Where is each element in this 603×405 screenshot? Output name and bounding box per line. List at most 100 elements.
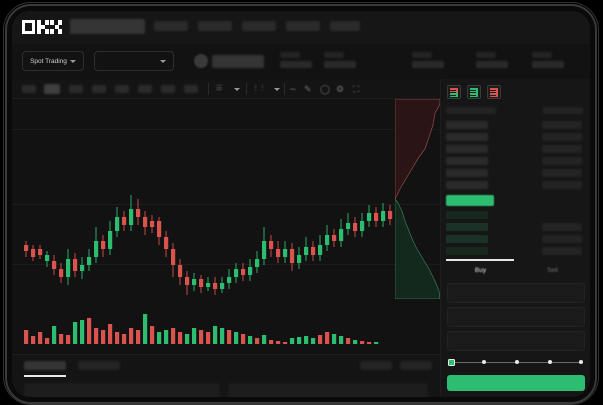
depth-ask-area [395, 99, 440, 200]
market-stat-3-value [412, 61, 444, 68]
price-chart[interactable] [12, 99, 440, 304]
market-stat-2 [324, 52, 356, 68]
orderbook-ask-size [542, 133, 582, 141]
amount-slider-node-50[interactable] [515, 360, 519, 364]
orderbook-col-price [446, 107, 496, 114]
candlestick-series [24, 195, 400, 295]
orderbook-ask-price[interactable] [446, 145, 488, 153]
timeframe-button-5[interactable] [138, 85, 152, 93]
chart-gridline [12, 129, 440, 130]
trading-mode-dropdown[interactable]: Spot Trading [22, 51, 84, 71]
chart-toolbar: ☰ ⋮⋮ ∼ ✎ ◯ ⚙ ⛶ [12, 79, 440, 99]
bottom-tab-open-orders[interactable] [24, 361, 66, 370]
nav-item-2[interactable] [198, 21, 232, 31]
candlestick-icon[interactable]: ☰ [216, 85, 223, 92]
fullscreen-icon[interactable]: ⛶ [353, 84, 360, 94]
orderbook-ask-size [542, 181, 582, 189]
indicator-icon[interactable]: ⋮⋮ [252, 85, 266, 92]
orderbook-bid-price[interactable] [446, 235, 488, 243]
chart-gridline [12, 264, 440, 265]
market-stat-1 [280, 52, 312, 68]
orderbook-ask-size [542, 121, 582, 129]
amount-slider-node-100[interactable] [579, 360, 583, 364]
chevron-down-icon [69, 59, 76, 63]
chart-gridline [12, 204, 440, 205]
timeframe-button-6[interactable] [161, 85, 175, 93]
trade-tab-sell[interactable]: Sell [547, 267, 558, 274]
volume-chart [12, 304, 440, 354]
nav-item-3[interactable] [242, 21, 276, 31]
orderbook-bid-price[interactable] [446, 211, 488, 219]
bottom-action-2[interactable] [400, 361, 432, 370]
okx-logo-k [36, 20, 49, 34]
market-stat-4-key [476, 52, 496, 58]
timeframe-button-7[interactable] [184, 85, 198, 93]
search-input[interactable] [70, 19, 145, 34]
trade-tab-indicator [446, 259, 514, 261]
orderbook-ask-price[interactable] [446, 121, 488, 129]
market-stat-2-value [324, 61, 356, 68]
line-tool-icon[interactable]: ∼ [289, 84, 297, 94]
timeframe-button-3[interactable] [92, 85, 106, 93]
orderbook-mode-both-icon[interactable] [447, 85, 461, 99]
orderbook-bid-size [542, 247, 582, 255]
market-stat-3-key [412, 52, 432, 58]
orderbook-ask-price[interactable] [446, 157, 488, 165]
orderbook-current-price [446, 195, 494, 206]
market-stat-3 [412, 52, 444, 68]
depth-bid-area [395, 198, 440, 299]
orderbook-mode-asks-icon[interactable] [487, 85, 501, 99]
trade-tab-buy[interactable]: Buy [474, 267, 487, 274]
orders-panel [12, 354, 440, 397]
orderbook-bid-size [542, 223, 582, 231]
orderbook-bid-size [542, 235, 582, 243]
chevron-down-icon[interactable] [274, 88, 280, 91]
orderbook-mode-bids-icon[interactable] [467, 85, 481, 99]
timeframe-button-4[interactable] [115, 85, 129, 93]
okx-logo[interactable] [22, 20, 63, 34]
market-stat-1-key [280, 52, 300, 58]
orderbook-ask-price[interactable] [446, 133, 488, 141]
okx-logo-x [50, 20, 63, 34]
pair-select-dropdown[interactable] [94, 51, 174, 71]
bottom-action-1[interactable] [360, 361, 392, 370]
amount-slider-node-25[interactable] [482, 360, 486, 364]
timeframe-button-1[interactable] [44, 84, 60, 94]
total-field[interactable] [447, 331, 585, 351]
orderbook-ask-size [542, 145, 582, 153]
trading-mode-label: Spot Trading [30, 57, 67, 65]
nav-item-1[interactable] [154, 21, 188, 31]
app-screen: Spot Trading [12, 11, 590, 397]
orderbook-header [441, 105, 590, 117]
amount-field[interactable] [447, 307, 585, 327]
amount-slider-handle[interactable] [448, 359, 455, 366]
orderbook-ask-price[interactable] [446, 169, 488, 177]
orderbook-ask-price[interactable] [446, 181, 488, 189]
active-tab-indicator [24, 375, 66, 377]
settings-icon[interactable]: ⚙ [336, 84, 345, 94]
timeframe-button-0[interactable] [22, 85, 36, 93]
market-stat-4-value [476, 61, 508, 68]
nav-item-4[interactable] [286, 21, 320, 31]
nav-item-5[interactable] [330, 21, 360, 31]
market-stat-2-key [324, 52, 344, 58]
orders-empty-panel-left [24, 383, 220, 397]
chevron-down-icon [160, 60, 166, 63]
market-stat-4 [476, 52, 508, 68]
orderbook-bid-price[interactable] [446, 223, 488, 231]
okx-logo-o [22, 20, 35, 34]
chevron-down-icon[interactable] [234, 88, 240, 91]
orderbook-bid-price[interactable] [446, 247, 488, 255]
bottom-tab-order-history[interactable] [78, 361, 120, 370]
timeframe-button-2[interactable] [69, 85, 83, 93]
pencil-icon[interactable]: ✎ [304, 84, 312, 94]
amount-slider-node-75[interactable] [548, 360, 552, 364]
pair-avatar [194, 54, 208, 68]
top-navigation-bar [12, 11, 590, 44]
magnet-icon[interactable]: ◯ [320, 84, 331, 94]
market-stat-5 [532, 52, 564, 68]
price-field[interactable] [447, 283, 585, 303]
place-buy-order-button[interactable] [447, 375, 585, 391]
market-stat-1-value [280, 61, 312, 68]
